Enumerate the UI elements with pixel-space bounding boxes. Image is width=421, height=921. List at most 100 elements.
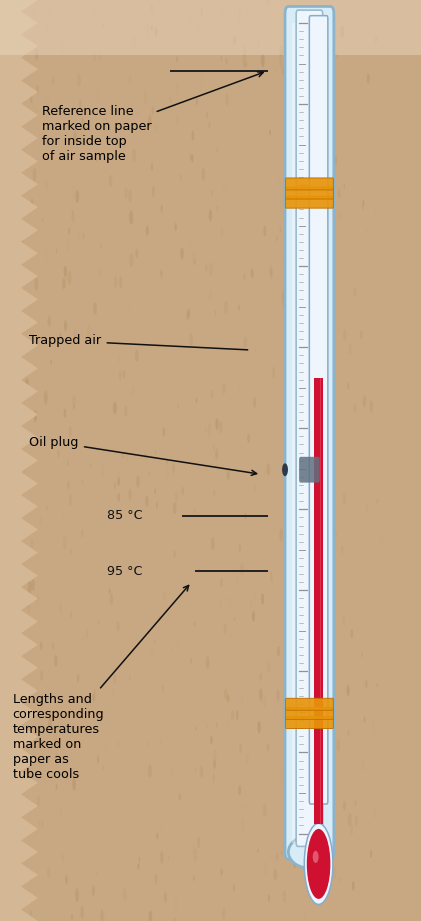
Ellipse shape	[272, 367, 275, 379]
Ellipse shape	[347, 383, 349, 390]
Ellipse shape	[179, 793, 181, 800]
Ellipse shape	[400, 337, 402, 342]
Ellipse shape	[171, 768, 173, 777]
Ellipse shape	[253, 592, 256, 600]
Ellipse shape	[281, 850, 282, 856]
Ellipse shape	[224, 624, 227, 635]
Ellipse shape	[230, 35, 232, 41]
Ellipse shape	[149, 910, 152, 921]
Ellipse shape	[367, 74, 370, 84]
Ellipse shape	[328, 884, 329, 890]
Ellipse shape	[373, 722, 374, 729]
Ellipse shape	[397, 239, 398, 244]
Ellipse shape	[282, 255, 285, 266]
Ellipse shape	[155, 449, 156, 456]
Ellipse shape	[303, 174, 306, 182]
Ellipse shape	[14, 145, 17, 153]
Ellipse shape	[299, 314, 301, 320]
Ellipse shape	[322, 627, 325, 636]
Ellipse shape	[40, 642, 43, 650]
Ellipse shape	[117, 621, 120, 632]
Ellipse shape	[129, 372, 131, 379]
Ellipse shape	[48, 315, 51, 327]
Ellipse shape	[375, 366, 377, 372]
Ellipse shape	[173, 551, 176, 558]
Ellipse shape	[19, 656, 22, 667]
Ellipse shape	[119, 370, 122, 380]
Ellipse shape	[94, 689, 96, 695]
Ellipse shape	[32, 168, 37, 181]
Ellipse shape	[276, 690, 280, 702]
Ellipse shape	[354, 470, 356, 476]
Ellipse shape	[280, 770, 283, 780]
Ellipse shape	[174, 917, 176, 921]
Ellipse shape	[293, 856, 297, 869]
Ellipse shape	[163, 591, 166, 601]
Ellipse shape	[114, 275, 117, 288]
Ellipse shape	[132, 148, 136, 162]
Ellipse shape	[209, 289, 212, 301]
Ellipse shape	[90, 463, 92, 468]
Ellipse shape	[57, 741, 59, 747]
Text: Reference line
marked on paper
for inside top
of air sample: Reference line marked on paper for insid…	[42, 72, 263, 162]
Ellipse shape	[100, 910, 104, 921]
Ellipse shape	[197, 836, 200, 848]
Ellipse shape	[332, 867, 336, 880]
Ellipse shape	[93, 694, 95, 702]
Ellipse shape	[314, 138, 317, 151]
Ellipse shape	[96, 156, 97, 161]
Ellipse shape	[67, 480, 70, 490]
Ellipse shape	[257, 848, 259, 853]
Ellipse shape	[198, 567, 200, 573]
Ellipse shape	[362, 395, 366, 408]
Ellipse shape	[50, 80, 51, 85]
Ellipse shape	[150, 647, 153, 659]
Ellipse shape	[189, 154, 192, 160]
Ellipse shape	[240, 564, 244, 576]
Ellipse shape	[361, 651, 363, 658]
Ellipse shape	[129, 305, 131, 309]
Ellipse shape	[259, 688, 263, 701]
Ellipse shape	[280, 45, 283, 57]
Ellipse shape	[220, 869, 223, 876]
Ellipse shape	[147, 740, 149, 748]
Ellipse shape	[244, 337, 247, 348]
Ellipse shape	[139, 857, 140, 862]
Ellipse shape	[272, 758, 274, 763]
Ellipse shape	[316, 638, 319, 649]
Ellipse shape	[376, 683, 378, 687]
Ellipse shape	[136, 475, 140, 488]
Ellipse shape	[266, 519, 269, 527]
Ellipse shape	[263, 695, 266, 707]
Ellipse shape	[317, 869, 320, 880]
Ellipse shape	[93, 53, 96, 63]
Ellipse shape	[97, 755, 99, 764]
Ellipse shape	[6, 794, 7, 799]
Ellipse shape	[173, 502, 176, 514]
Ellipse shape	[81, 529, 84, 538]
Ellipse shape	[259, 672, 262, 682]
Ellipse shape	[177, 641, 179, 645]
Ellipse shape	[75, 888, 79, 902]
Ellipse shape	[154, 488, 156, 495]
Ellipse shape	[190, 658, 192, 665]
Ellipse shape	[98, 49, 102, 61]
Ellipse shape	[45, 181, 48, 190]
Ellipse shape	[64, 409, 66, 418]
Ellipse shape	[110, 593, 113, 605]
Ellipse shape	[72, 209, 73, 215]
Ellipse shape	[241, 818, 245, 832]
Ellipse shape	[286, 28, 287, 32]
Ellipse shape	[109, 175, 112, 187]
Ellipse shape	[233, 35, 236, 46]
Ellipse shape	[202, 168, 205, 181]
Ellipse shape	[208, 122, 210, 129]
Ellipse shape	[266, 0, 269, 6]
Ellipse shape	[117, 740, 120, 749]
Ellipse shape	[294, 271, 297, 282]
Ellipse shape	[415, 434, 417, 442]
Ellipse shape	[129, 211, 133, 225]
Ellipse shape	[375, 35, 378, 48]
Ellipse shape	[400, 670, 404, 682]
Ellipse shape	[138, 863, 139, 869]
